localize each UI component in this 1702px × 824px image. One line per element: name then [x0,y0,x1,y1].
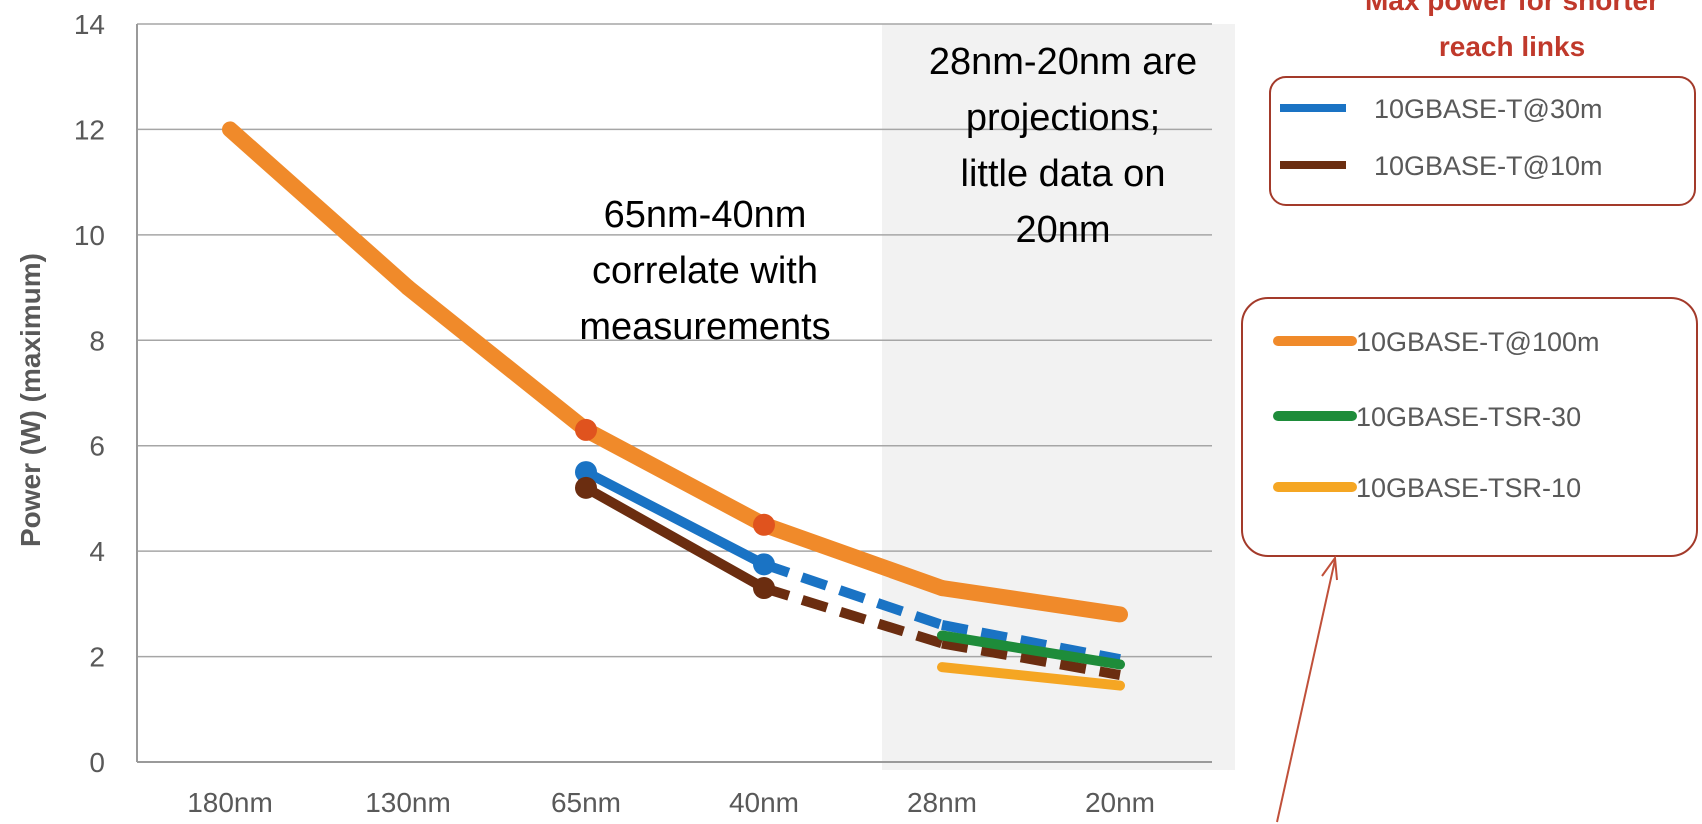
series-lines [222,121,1128,691]
y-axis-label: Power (W) (maximum) [15,253,46,547]
y-tick-label: 6 [89,431,105,462]
legend-label-t100: 10GBASE-T@100m [1356,327,1600,357]
y-tick-label: 8 [89,325,105,356]
y-tick-label: 4 [89,536,105,567]
data-point [753,577,775,600]
annotation-measured-line-3: measurements [579,306,830,348]
legend-top-box [1269,76,1696,206]
y-tick-label: 14 [74,9,105,40]
data-point [575,476,597,499]
series-segment [400,279,594,438]
series-segment [581,467,769,570]
data-point [575,461,597,484]
annotation-projections-line-4: 20nm [1015,209,1110,251]
series-markers [575,418,775,600]
y-tick-label: 2 [89,642,105,673]
annotation-projections-line-1: 28nm-20nm are [929,41,1197,83]
legend-top-title-line-1: Max power for shorter [1365,0,1659,16]
data-point [753,513,775,536]
x-tick-label: 65nm [551,787,621,818]
data-point [753,553,775,576]
data-point [575,418,597,441]
y-tick-label: 12 [74,114,105,145]
x-tick-label: 20nm [1085,787,1155,818]
series-segment [934,580,1128,623]
series-segment [578,421,772,533]
legend-label-t10: 10GBASE-T@10m [1374,151,1603,181]
x-tick-label: 180nm [187,787,273,818]
series-segment [762,559,944,630]
y-tick-label: 0 [89,747,105,778]
legend-top: Max power for shorter reach links 10GBAS… [1269,0,1696,206]
arrow-head-icon [1321,555,1338,581]
y-tick-label: 10 [74,220,105,251]
legend-bottom: 10GBASE-T@100m 10GBASE-TSR-30 10GBASE-TS… [1241,297,1698,557]
series-segment [941,620,1121,665]
x-tick-label: 28nm [907,787,977,818]
x-tick-label: 40nm [729,787,799,818]
gridlines [136,23,1212,763]
series-segment [222,121,416,296]
y-axis-ticks: 0 2 4 6 8 10 12 14 [74,9,105,778]
series-segment [756,516,950,597]
series-segment [762,583,944,649]
annotation-measured-line-2: correlate with [592,250,818,292]
series-segment [941,638,1121,680]
legend-label-tsr30: 10GBASE-TSR-30 [1356,402,1581,432]
annotation-measured-line-1: 65nm-40nm [604,194,807,236]
legend-top-title-line-2: reach links [1439,31,1585,62]
arrow-to-legend [1276,555,1338,823]
annotation-projections-line-3: little data on [961,153,1166,195]
x-axis-ticks: 180nm 130nm 65nm 40nm 28nm 20nm [187,787,1155,818]
legend-label-tsr10: 10GBASE-TSR-10 [1356,473,1581,503]
legend-label-t30: 10GBASE-T@30m [1374,94,1603,124]
legend-bottom-box [1241,297,1698,557]
annotation-measured: 65nm-40nm correlate with measurements [579,194,830,348]
series-segment [937,630,1125,670]
arrow-line [1276,559,1336,823]
annotation-projections-line-2: projections; [966,97,1160,139]
annotation-projections: 28nm-20nm are projections; little data o… [929,41,1197,251]
series-segment [937,662,1125,691]
series-segment [581,482,769,594]
x-tick-label: 130nm [365,787,451,818]
